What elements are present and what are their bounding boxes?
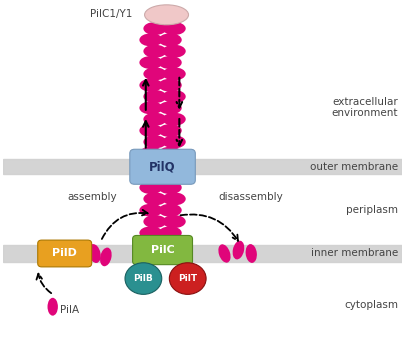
FancyBboxPatch shape	[132, 236, 192, 265]
Ellipse shape	[143, 215, 166, 228]
Ellipse shape	[139, 147, 162, 160]
Text: PilB: PilB	[134, 274, 153, 283]
Ellipse shape	[159, 56, 182, 69]
Text: periplasm: periplasm	[346, 205, 398, 215]
Ellipse shape	[143, 238, 166, 251]
Ellipse shape	[143, 113, 166, 126]
Ellipse shape	[232, 241, 244, 259]
Ellipse shape	[139, 56, 162, 69]
Text: cytoplasm: cytoplasm	[344, 300, 398, 310]
Text: PilT: PilT	[178, 274, 197, 283]
Ellipse shape	[139, 227, 162, 239]
Ellipse shape	[159, 124, 182, 137]
Ellipse shape	[162, 215, 186, 228]
Ellipse shape	[143, 170, 166, 183]
Ellipse shape	[143, 192, 166, 206]
Text: PilQ: PilQ	[149, 160, 176, 173]
Ellipse shape	[143, 22, 166, 35]
Ellipse shape	[139, 34, 162, 46]
Bar	[3, 159, 402, 174]
Ellipse shape	[162, 67, 186, 80]
Text: PilA: PilA	[60, 305, 79, 315]
Ellipse shape	[159, 34, 182, 46]
Bar	[3, 245, 402, 262]
Ellipse shape	[162, 238, 186, 251]
Ellipse shape	[162, 90, 186, 103]
Text: extracellular
environment: extracellular environment	[332, 97, 398, 118]
Ellipse shape	[159, 204, 182, 217]
Ellipse shape	[245, 244, 257, 263]
Ellipse shape	[162, 113, 186, 126]
Text: inner membrane: inner membrane	[311, 248, 398, 259]
Text: disassembly: disassembly	[218, 192, 283, 202]
Text: outer membrane: outer membrane	[310, 162, 398, 172]
Ellipse shape	[162, 45, 186, 58]
Ellipse shape	[143, 135, 166, 148]
Ellipse shape	[159, 181, 182, 194]
Ellipse shape	[139, 101, 162, 114]
Ellipse shape	[218, 244, 230, 263]
Ellipse shape	[139, 124, 162, 137]
Ellipse shape	[159, 79, 182, 92]
Ellipse shape	[162, 192, 186, 206]
Text: PilC: PilC	[151, 245, 175, 255]
Ellipse shape	[139, 204, 162, 217]
Ellipse shape	[162, 170, 186, 183]
Text: PilD: PilD	[52, 248, 77, 259]
Ellipse shape	[47, 298, 58, 315]
Ellipse shape	[159, 147, 182, 160]
Text: assembly: assembly	[68, 192, 117, 202]
Ellipse shape	[159, 227, 182, 239]
Text: PilC1/Y1: PilC1/Y1	[90, 9, 132, 20]
Ellipse shape	[88, 244, 100, 263]
FancyBboxPatch shape	[38, 240, 92, 267]
Ellipse shape	[100, 247, 112, 266]
Ellipse shape	[139, 181, 162, 194]
Ellipse shape	[143, 45, 166, 58]
Ellipse shape	[89, 244, 101, 263]
Circle shape	[169, 263, 206, 294]
FancyBboxPatch shape	[130, 149, 195, 184]
Ellipse shape	[143, 90, 166, 103]
Circle shape	[125, 263, 162, 294]
Ellipse shape	[162, 135, 186, 148]
Ellipse shape	[159, 101, 182, 114]
Ellipse shape	[143, 67, 166, 80]
Ellipse shape	[145, 5, 188, 25]
Ellipse shape	[162, 22, 186, 35]
Ellipse shape	[139, 79, 162, 92]
